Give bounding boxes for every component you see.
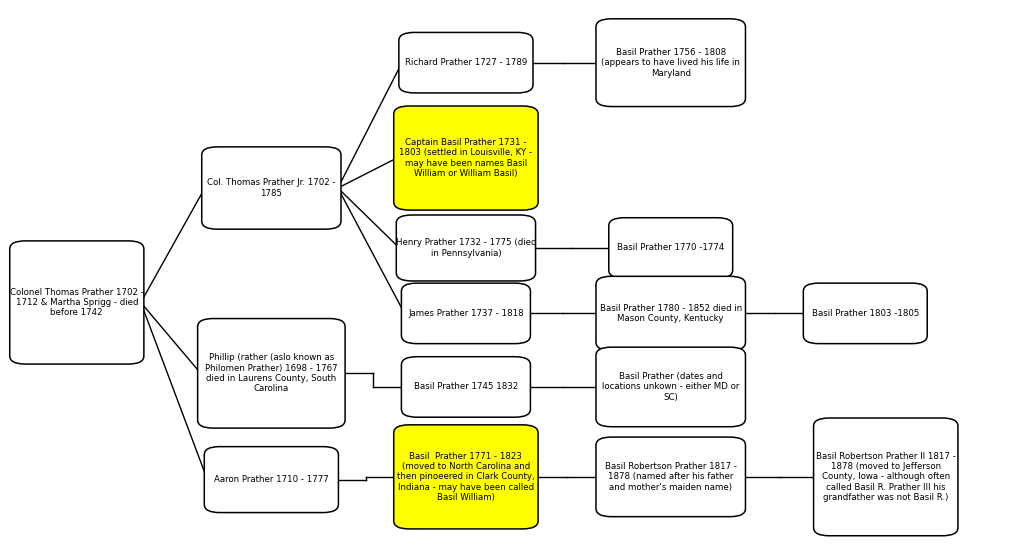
- FancyBboxPatch shape: [401, 283, 530, 343]
- Text: Basil Prather 1745 1832: Basil Prather 1745 1832: [414, 383, 518, 391]
- Text: Henry Prather 1732 - 1775 (died
in Pennsylvania): Henry Prather 1732 - 1775 (died in Penns…: [395, 238, 537, 258]
- Text: James Prather 1737 - 1818: James Prather 1737 - 1818: [409, 309, 523, 318]
- Text: Basil Prather 1756 - 1808
(appears to have lived his life in
Maryland: Basil Prather 1756 - 1808 (appears to ha…: [601, 48, 740, 77]
- Text: Phillip (rather (aslo known as
Philomen Prather) 1698 - 1767
died in Laurens Cou: Phillip (rather (aslo known as Philomen …: [205, 353, 338, 393]
- Text: Basil Robertson Prather 1817 -
1878 (named after his father
and mother's maiden : Basil Robertson Prather 1817 - 1878 (nam…: [605, 462, 736, 492]
- FancyBboxPatch shape: [399, 33, 532, 93]
- Text: Basil  Prather 1771 - 1823
(moved to North Carolina and
then pinoeered in Clark : Basil Prather 1771 - 1823 (moved to Nort…: [397, 452, 535, 502]
- FancyBboxPatch shape: [9, 241, 143, 364]
- Text: Basil Prather 1803 -1805: Basil Prather 1803 -1805: [812, 309, 919, 318]
- Text: Basil Robertson Prather II 1817 -
1878 (moved to Jefferson
County, Iowa - althou: Basil Robertson Prather II 1817 - 1878 (…: [816, 452, 955, 502]
- FancyBboxPatch shape: [813, 418, 958, 536]
- Text: Basil Prather 1770 -1774: Basil Prather 1770 -1774: [617, 244, 724, 252]
- FancyBboxPatch shape: [205, 447, 338, 512]
- FancyBboxPatch shape: [198, 318, 345, 428]
- Text: Richard Prather 1727 - 1789: Richard Prather 1727 - 1789: [404, 58, 527, 67]
- FancyBboxPatch shape: [396, 215, 536, 281]
- FancyBboxPatch shape: [596, 19, 745, 107]
- FancyBboxPatch shape: [596, 276, 745, 350]
- Text: Aaron Prather 1710 - 1777: Aaron Prather 1710 - 1777: [214, 475, 329, 484]
- FancyBboxPatch shape: [596, 437, 745, 517]
- FancyBboxPatch shape: [608, 217, 733, 278]
- FancyBboxPatch shape: [202, 147, 341, 229]
- Text: Captain Basil Prather 1731 -
1803 (settled in Louisville, KY -
may have been nam: Captain Basil Prather 1731 - 1803 (settl…: [399, 138, 532, 178]
- FancyBboxPatch shape: [596, 347, 745, 427]
- Text: Basil Prather 1780 - 1852 died in
Mason County, Kentucky: Basil Prather 1780 - 1852 died in Mason …: [600, 304, 741, 323]
- FancyBboxPatch shape: [393, 106, 539, 210]
- Text: Col. Thomas Prather Jr. 1702 -
1785: Col. Thomas Prather Jr. 1702 - 1785: [207, 178, 336, 198]
- FancyBboxPatch shape: [401, 356, 530, 417]
- FancyBboxPatch shape: [393, 425, 539, 529]
- FancyBboxPatch shape: [803, 283, 928, 343]
- Text: Colonel Thomas Prather 1702 -
1712 & Martha Sprigg - died
before 1742: Colonel Thomas Prather 1702 - 1712 & Mar…: [10, 288, 143, 317]
- Text: Basil Prather (dates and
locations unkown - either MD or
SC): Basil Prather (dates and locations unkow…: [602, 372, 739, 402]
